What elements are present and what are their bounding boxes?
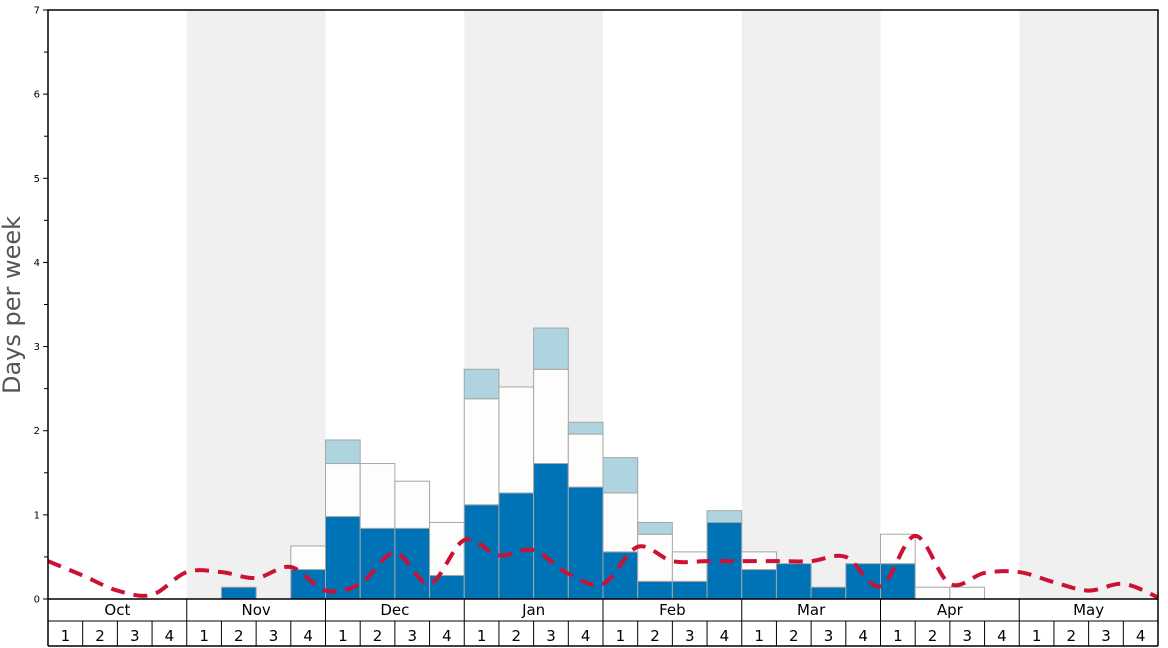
y-tick-label: 7	[34, 6, 40, 17]
y-tick-label: 3	[34, 342, 40, 353]
bar-segment	[914, 586, 951, 600]
week-label: 4	[1136, 627, 1146, 645]
week-label: 4	[581, 627, 591, 645]
week-label: 2	[650, 627, 660, 645]
week-label: 3	[546, 627, 556, 645]
trend-line-layer	[47, 533, 1159, 600]
week-label: 1	[477, 627, 487, 645]
bar-segment	[567, 421, 604, 435]
week-label: 4	[997, 627, 1007, 645]
week-label: 1	[616, 627, 626, 645]
bar-segment	[637, 521, 673, 535]
bar-segment	[567, 433, 604, 488]
month-shade	[741, 10, 881, 599]
bar-segment	[290, 569, 326, 600]
y-tick-label: 1	[34, 510, 40, 521]
bar-segment	[429, 521, 465, 576]
week-label: 4	[858, 627, 868, 645]
week-label: 3	[824, 627, 834, 645]
y-tick-label: 6	[34, 90, 40, 101]
bar-segment	[325, 463, 361, 518]
week-label: 2	[928, 627, 938, 645]
week-label: 2	[95, 627, 105, 645]
month-shade	[186, 10, 326, 599]
week-label: 3	[962, 627, 972, 645]
month-label: Jan	[521, 601, 545, 619]
bar-segment	[498, 386, 535, 494]
bar-segment	[949, 586, 986, 600]
bar-segment	[533, 463, 569, 600]
week-label: 1	[893, 627, 903, 645]
bar-segment	[533, 327, 569, 370]
bar-segment	[359, 527, 396, 600]
bars	[220, 327, 986, 600]
bar-segment	[880, 533, 916, 565]
week-label: 2	[373, 627, 383, 645]
week-label: 2	[1067, 627, 1077, 645]
bar-segment	[463, 398, 500, 506]
week-label: 3	[407, 627, 417, 645]
bar-segment	[602, 492, 639, 553]
week-label: 2	[512, 627, 522, 645]
month-label: Nov	[241, 601, 270, 619]
month-shading	[186, 10, 1158, 599]
bar-segment	[394, 480, 431, 529]
bar-segment	[637, 533, 673, 582]
bar-segment	[220, 586, 257, 600]
bar-segment	[290, 545, 326, 571]
week-label: 4	[165, 627, 175, 645]
month-label: Oct	[104, 601, 130, 619]
week-label: 4	[442, 627, 452, 645]
month-label: Apr	[937, 601, 964, 619]
y-tick-label: 0	[34, 595, 40, 606]
week-label: 4	[720, 627, 730, 645]
y-axis-label: Days per week	[0, 216, 26, 394]
week-label: 1	[199, 627, 209, 645]
bar-segment	[741, 569, 777, 600]
week-label: 2	[789, 627, 799, 645]
week-label: 3	[269, 627, 279, 645]
month-label: Mar	[797, 601, 826, 619]
month-label: Feb	[659, 601, 686, 619]
y-tick-label: 5	[34, 174, 40, 185]
week-label: 1	[61, 627, 71, 645]
week-label: 3	[685, 627, 695, 645]
week-label: 1	[1032, 627, 1042, 645]
month-label: Dec	[380, 601, 409, 619]
bar-segment	[533, 368, 569, 465]
bar-segment	[637, 580, 673, 600]
bar-segment	[880, 563, 916, 600]
axis-labels: 0 1 2 3 4 5 6 7 Oct 1 2 3 4 Nov 1 2 3 4 Dec 1 2 3 4 Jan 1 2 3 4 Feb 1…	[34, 6, 1146, 646]
y-tick-label: 4	[34, 258, 40, 269]
bar-segment	[394, 527, 431, 600]
bar-segment	[602, 457, 639, 494]
bar-segment	[498, 492, 535, 600]
bar-segment	[775, 563, 812, 600]
week-label: 3	[1101, 627, 1111, 645]
bar-segment	[602, 551, 639, 600]
bar-segment	[706, 510, 743, 523]
bar-segment	[359, 463, 396, 529]
week-label: 2	[234, 627, 244, 645]
week-label: 1	[754, 627, 764, 645]
week-label: 1	[338, 627, 348, 645]
bar-segment	[463, 504, 500, 600]
week-label: 4	[303, 627, 313, 645]
bar-segment	[463, 368, 500, 400]
bar-segment	[810, 586, 847, 600]
axes	[43, 9, 1159, 647]
bar-segment	[671, 551, 708, 582]
month-shade	[1019, 10, 1158, 599]
bar-segment	[325, 439, 361, 465]
week-label: 3	[130, 627, 140, 645]
trend-line	[47, 533, 1159, 600]
month-label: May	[1073, 601, 1104, 619]
bar-segment	[845, 563, 881, 600]
bar-segment	[671, 580, 708, 600]
y-tick-label: 2	[34, 426, 40, 437]
